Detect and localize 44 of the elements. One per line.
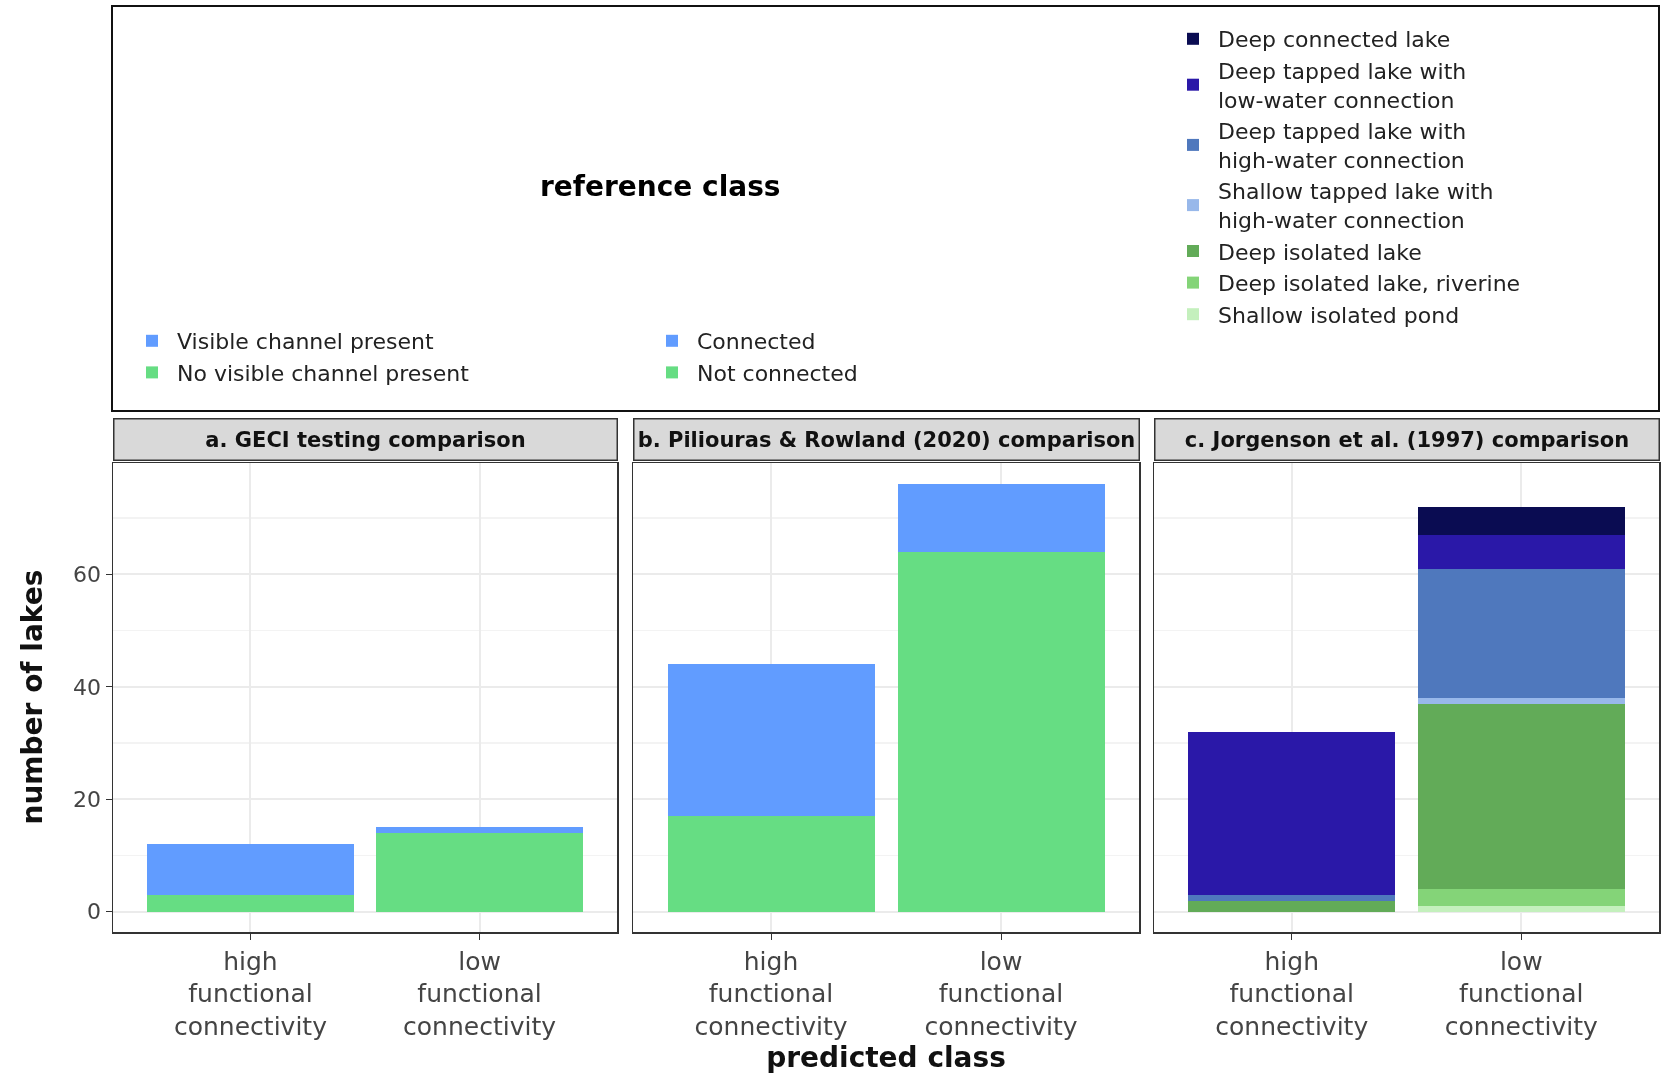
legend-label: Deep tapped lake with low-water connection	[1218, 58, 1467, 113]
bar	[667, 816, 875, 912]
y-tick-label: 40	[73, 674, 102, 700]
bar	[667, 664, 875, 817]
x-tick-label: low functional connectivity	[924, 946, 1078, 1041]
bar	[1417, 698, 1625, 704]
bar	[1188, 900, 1396, 912]
bar	[897, 484, 1105, 552]
x-tick-label: high functional connectivity	[1215, 946, 1369, 1041]
legend-label: Shallow isolated pond	[1218, 302, 1460, 328]
x-tick-label: high functional connectivity	[173, 946, 328, 1041]
x-tick-label: low functional connectivity	[403, 946, 557, 1041]
legend-label: Visible channel present	[177, 329, 434, 355]
chart-title: c. Jorgenson et al. (1997) comparison	[1184, 427, 1630, 452]
y-tick-label: 20	[73, 786, 102, 812]
bar	[1188, 894, 1396, 901]
legend-label: Deep connected lake	[1218, 27, 1451, 53]
bar	[147, 894, 354, 912]
x-tick-label: low functional connectivity	[1444, 946, 1598, 1041]
bar	[376, 827, 583, 834]
y-axis-title: number of lakes	[15, 569, 49, 825]
legend-label: Deep tapped lake with high-water connection	[1218, 119, 1467, 173]
legend-label: Not connected	[697, 360, 858, 386]
bar	[1417, 906, 1625, 912]
legend-label: Deep isolated lake, riverine	[1218, 271, 1521, 297]
y-tick-label: 0	[87, 899, 102, 925]
y-tick-label: 60	[73, 562, 102, 588]
chart-title: a. GECI testing comparison	[205, 427, 526, 452]
legend-title: reference class	[540, 170, 781, 203]
bar	[1188, 731, 1396, 895]
bar	[1417, 703, 1625, 890]
bar	[147, 844, 354, 895]
legend-label: No visible channel present	[177, 360, 470, 386]
bar	[1417, 506, 1625, 535]
legend-label: Connected	[697, 329, 816, 355]
x-axis-title: predicted class	[766, 1041, 1006, 1075]
chart-title: b. Piliouras & Rowland (2020) comparison	[637, 427, 1136, 452]
legend-label: Deep isolated lake	[1218, 239, 1422, 265]
legend-label: Shallow tapped lake with high-water connection	[1218, 179, 1494, 233]
bar	[376, 833, 583, 912]
bar	[1417, 889, 1625, 907]
bar	[1417, 568, 1625, 699]
bar	[1417, 534, 1625, 569]
x-tick-label: high functional connectivity	[694, 946, 848, 1041]
